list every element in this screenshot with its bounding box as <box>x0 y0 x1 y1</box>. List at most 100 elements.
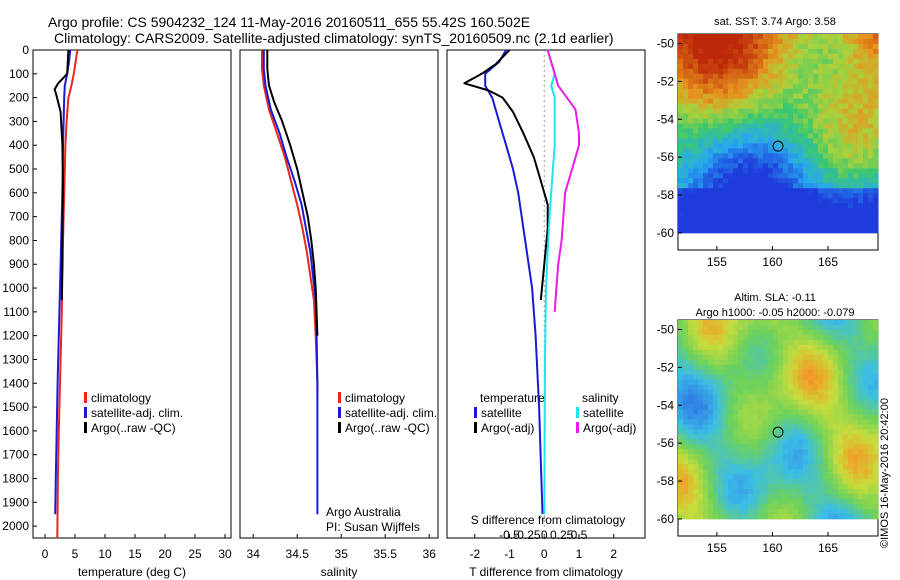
map-cell <box>783 369 789 376</box>
map-cell <box>868 339 874 346</box>
map-cell <box>828 399 834 405</box>
map-cell <box>763 34 769 40</box>
map-cell <box>703 138 709 144</box>
legend-swatch-t-argo <box>474 422 477 433</box>
map-cell <box>873 103 879 109</box>
map-cell <box>683 34 689 40</box>
map-cell <box>738 384 744 391</box>
map-cell <box>828 213 834 219</box>
map-cell <box>748 208 754 214</box>
map-cell <box>748 424 754 430</box>
map-cell <box>853 509 859 515</box>
map-cell <box>858 474 864 480</box>
map-cell <box>738 183 744 189</box>
map-cell <box>858 203 864 209</box>
map-cell <box>823 218 829 224</box>
map-cell <box>848 419 854 425</box>
map-cell <box>703 73 709 80</box>
temperature-legend: climatology satellite-adj. clim. Argo(..… <box>84 391 183 435</box>
map-cell <box>818 424 824 430</box>
map-cell <box>798 504 804 510</box>
map-cell <box>703 484 709 490</box>
map-cell <box>868 183 874 189</box>
map-cell <box>823 38 829 45</box>
map-cell <box>848 374 854 381</box>
map-cell <box>693 434 699 440</box>
map-cell <box>858 34 864 40</box>
map-cell <box>798 509 804 515</box>
map-cell <box>808 469 814 475</box>
map-cell <box>863 484 869 490</box>
map-cell <box>783 364 789 371</box>
map-cell <box>788 48 794 55</box>
map-cell <box>818 464 824 470</box>
map-cell <box>743 227 749 234</box>
map-cell <box>763 123 769 129</box>
argo-position-marker <box>772 140 784 152</box>
map-cell <box>858 479 864 485</box>
map-cell <box>818 419 824 425</box>
map-cell <box>868 394 874 400</box>
map-cell <box>743 419 749 425</box>
map-cell <box>703 424 709 430</box>
map-cell <box>818 43 824 50</box>
map-cell <box>813 359 819 366</box>
map-cell <box>703 38 709 45</box>
map-cell <box>783 163 789 169</box>
map-cell <box>868 459 874 465</box>
map-cell <box>793 103 799 109</box>
map-cell <box>853 484 859 490</box>
map-cell <box>798 494 804 500</box>
map-cell <box>833 153 839 159</box>
map-cell <box>833 409 839 415</box>
map-cell <box>768 334 774 341</box>
map-cell <box>808 128 814 134</box>
map-cell <box>773 113 779 119</box>
map-cell <box>683 409 689 415</box>
map-cell <box>758 218 764 224</box>
map-cell <box>728 93 734 100</box>
map-cell <box>728 183 734 189</box>
map-cell <box>758 509 764 515</box>
s-diff-tick-label: 0.5 <box>571 528 588 542</box>
map-cell <box>688 78 694 85</box>
map-cell <box>848 384 854 391</box>
map-cell <box>783 158 789 164</box>
map-cell <box>748 494 754 500</box>
map-cell <box>693 509 699 515</box>
map-cell <box>683 494 689 500</box>
map-cell <box>748 354 754 361</box>
map-cell <box>688 148 694 154</box>
map-cell <box>743 158 749 164</box>
salinity-legend: climatology satellite-adj. clim. Argo(..… <box>338 391 437 435</box>
map-cell <box>803 374 809 381</box>
map-cell <box>828 208 834 214</box>
map-cell <box>703 58 709 65</box>
map-cell <box>808 374 814 381</box>
map-cell <box>768 404 774 410</box>
map-cell <box>733 459 739 465</box>
map-cell <box>798 354 804 361</box>
map-cell <box>803 424 809 430</box>
map-cell <box>773 143 779 149</box>
map-cell <box>688 459 694 465</box>
map-cell <box>768 58 774 65</box>
map-cell <box>743 208 749 214</box>
map-cell <box>683 193 689 199</box>
credits-line-1: Argo Australia <box>326 505 401 519</box>
map-cell <box>778 419 784 425</box>
depth-tick-label: 1800 <box>2 471 29 485</box>
map-cell <box>713 399 719 405</box>
map-cell <box>798 108 804 114</box>
map-cell <box>688 133 694 139</box>
map-cell <box>793 499 799 505</box>
map-cell <box>793 113 799 119</box>
map-cell <box>823 334 829 341</box>
map-cell <box>743 163 749 169</box>
map-cell <box>838 128 844 134</box>
map-cell <box>748 389 754 395</box>
map-cell <box>838 103 844 109</box>
map-cell <box>788 34 794 40</box>
map-cell <box>788 329 794 336</box>
map-cell <box>808 223 814 229</box>
